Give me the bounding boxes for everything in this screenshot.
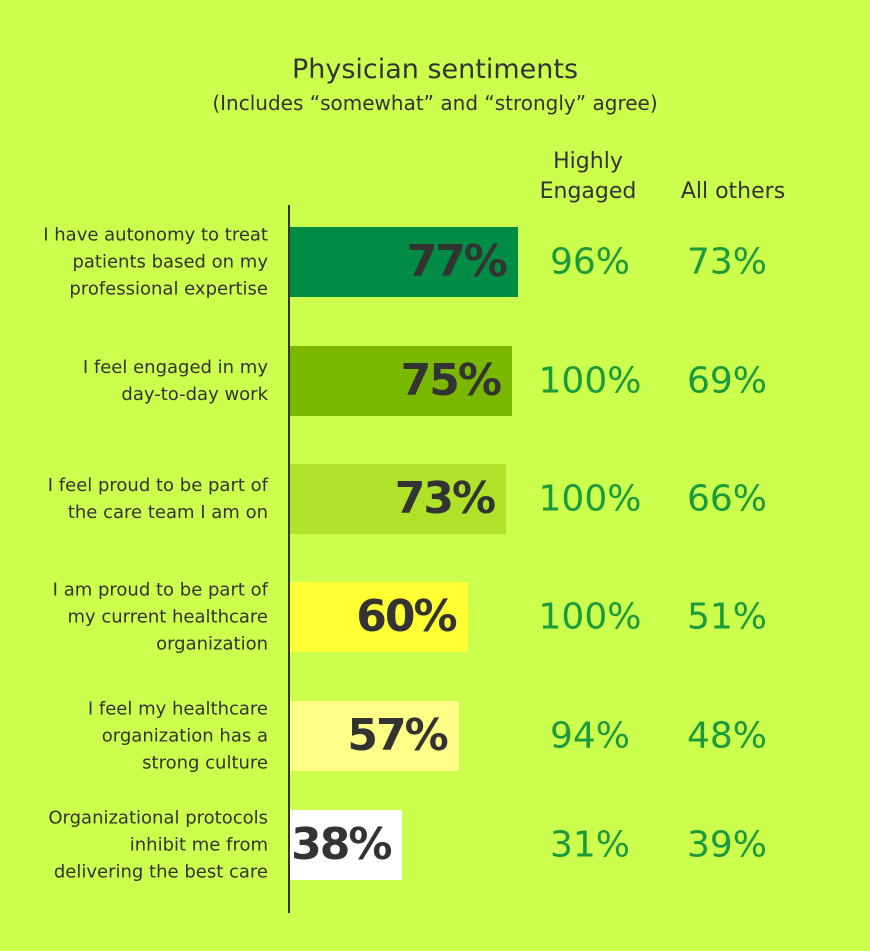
column-value: 94% [549,715,630,757]
bar [290,701,459,771]
column-value: 73% [686,241,767,283]
column-value: 66% [686,478,767,520]
bar-value-label: 57% [347,710,448,761]
chart-subtitle: (Includes “somewhat” and “strongly” agre… [212,91,658,115]
column-value: 39% [686,824,767,866]
category-label: I am proud to be part of my current heal… [52,579,268,655]
category-label: I feel proud to be part of the care team… [47,475,268,523]
bar-value-label: 38% [291,819,392,870]
category-label: I have autonomy to treat patients based … [43,224,268,300]
bar [290,582,468,652]
column-value: 31% [549,824,630,866]
column-value: 51% [686,596,767,638]
column-value: 100% [538,360,642,402]
column-value: 69% [686,360,767,402]
bar [290,227,518,297]
bar [290,464,507,534]
column-value: 48% [686,715,767,757]
bar-value-label: 73% [394,473,496,524]
bar [290,810,403,880]
bar [290,346,512,416]
bar-value-label: 77% [406,236,508,287]
category-label: I feel engaged in my day-to-day work [82,357,268,405]
bar-value-label: 60% [356,591,457,642]
column-value: 100% [538,596,642,638]
category-label: I feel my healthcare organization has a … [87,698,268,774]
column-value: 100% [538,478,642,520]
bar-value-label: 75% [400,355,502,406]
axis-line [288,205,290,913]
column-value: 96% [549,241,630,283]
column-header: Highly Engaged [539,149,637,204]
category-label: Organizational protocols inhibit me from… [48,807,268,883]
chart-title: Physician sentiments [291,54,579,85]
column-header: All others [680,179,786,204]
